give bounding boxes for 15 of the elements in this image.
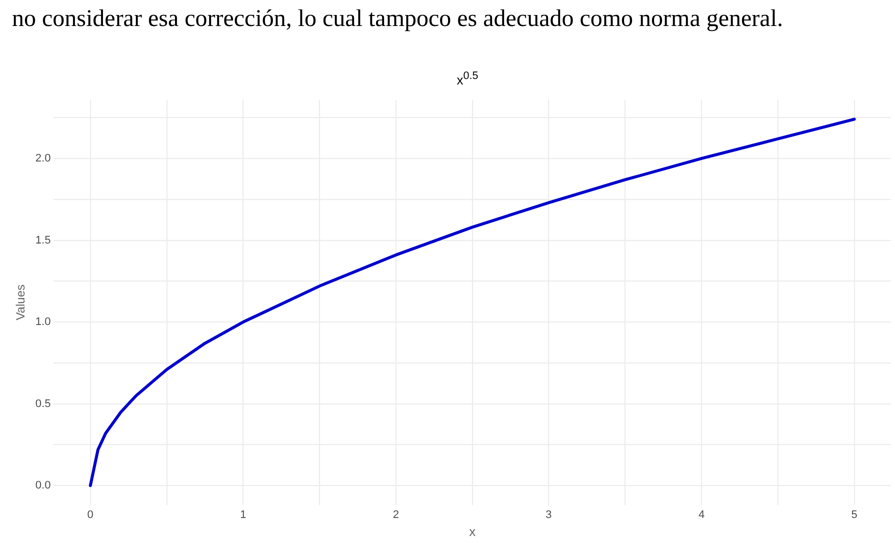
y-tick-label: 1.0 [35,316,51,328]
text: no considerar esa corrección, lo cual tampoco es adecuado como norma general. [11,5,784,34]
y-tick-label: 2.0 [35,152,51,165]
x-tick-label: 4 [698,508,705,521]
x-tick-label: 3 [546,508,552,521]
y-tick-label: 0.5 [35,398,51,410]
y-tick-label: 1.5 [35,234,51,246]
chart-title: x$^{0.5}$ [456,70,480,90]
x-tick-label: 2 [392,508,400,521]
x-axis-title: x [469,524,476,539]
x-tick-label: 0 [87,508,94,521]
y-tick-label: 0.0 [35,480,51,492]
x-tick-label: 1 [240,508,246,521]
x-tick-label: 5 [851,508,858,521]
y-axis-title: Values [14,284,28,320]
